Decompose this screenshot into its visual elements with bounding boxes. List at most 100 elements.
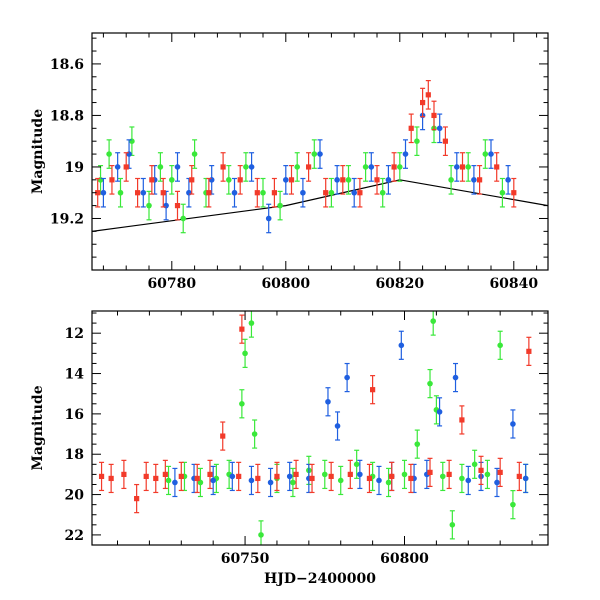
top-series-0-point — [311, 139, 318, 169]
top-y-tick-label: 18.6 — [50, 57, 84, 73]
bottom-series-2-point — [236, 461, 242, 492]
top-series-0-point — [465, 152, 472, 182]
top-series-1-point — [248, 152, 255, 182]
top-series-2-point — [220, 152, 226, 182]
bottom-series-2-point — [255, 463, 261, 494]
bottom-series-2-point — [427, 457, 433, 488]
top-series-2-point — [323, 177, 329, 208]
top-y-tick-label: 19.2 — [50, 211, 84, 227]
top-series-1-point — [471, 165, 477, 195]
bottom-series-1-point — [248, 465, 255, 496]
bottom-series-0-point — [258, 520, 264, 545]
bottom-series-2-point — [516, 461, 522, 492]
top-series-2-point — [431, 100, 437, 131]
top-series-2-point — [160, 177, 166, 208]
top-series-0 — [97, 113, 506, 234]
top-series-2-point — [95, 177, 101, 208]
bottom-series-1-point — [334, 411, 341, 441]
bottom-series-0-point — [321, 459, 328, 490]
bottom-series-1-point — [325, 387, 331, 417]
top-series-2-point — [123, 152, 129, 182]
top-series-0-point — [448, 165, 454, 195]
top-series-0-point — [106, 139, 112, 169]
bottom-series-0-point — [414, 429, 421, 459]
top-series-0-point — [362, 152, 369, 182]
top-series-1-point — [334, 165, 340, 195]
bottom-series-0-point — [427, 368, 433, 399]
bottom-series-1-point — [424, 459, 430, 490]
bottom-series-0-point — [239, 389, 245, 419]
top-series-2-point — [408, 113, 414, 144]
top-series-2-point — [391, 152, 397, 182]
top-series-2 — [95, 80, 517, 221]
bottom-series-2-point — [370, 375, 376, 405]
top-series-0-point — [191, 139, 198, 169]
bottom-series-2-point — [162, 459, 168, 490]
top-series-2-point — [135, 177, 141, 208]
bottom-series-0-point — [439, 461, 446, 492]
bottom-series-2-point — [478, 455, 484, 486]
top-series-2-point — [306, 152, 312, 182]
top-series-2-point — [189, 165, 195, 195]
top-series-1 — [100, 100, 511, 234]
top-series-1-point — [402, 139, 409, 169]
bottom-series-0-point — [385, 467, 392, 498]
bottom-series-1-point — [267, 467, 274, 498]
bottom-series-1-point — [436, 397, 443, 427]
top-series-0-point — [146, 190, 152, 221]
bottom-series-2-point — [220, 421, 226, 451]
top-series-0-point — [226, 165, 232, 195]
bottom-series-1-point — [172, 467, 178, 498]
bottom-series-2-point — [328, 461, 334, 492]
top-series-2-point — [254, 177, 260, 208]
bottom-series-2-point — [293, 459, 299, 490]
bottom-series-0-point — [471, 449, 478, 479]
top-series-0-point — [117, 177, 124, 208]
bottom-panel-full-light-curve: 60750 60800 12 14 16 18 20 22 Magnitude HJD−24000… — [30, 310, 549, 587]
top-series-1-point — [163, 190, 169, 221]
bottom-series-1-point — [344, 362, 350, 393]
top-series-1-point — [265, 203, 272, 234]
bottom-series-2-point — [347, 459, 353, 490]
top-series-0-point — [345, 165, 352, 195]
top-series-2-point — [425, 80, 431, 110]
top-series-1-point — [317, 139, 323, 169]
top-series-0-point — [157, 152, 164, 182]
bottom-series-0-point — [459, 463, 465, 494]
bottom-series-1-point — [522, 463, 529, 494]
top-series-2-point — [174, 190, 181, 221]
top-series-2-point — [459, 152, 466, 182]
top-series-0-point — [328, 177, 335, 208]
top-series-1-point — [488, 139, 494, 169]
top-series-1-point — [454, 152, 460, 182]
top-series-0-point — [499, 177, 506, 208]
top-series-2-point — [420, 87, 426, 118]
top-series-2-point — [511, 177, 517, 208]
top-series-0-point — [169, 165, 175, 195]
top-series-0-point — [243, 152, 249, 182]
top-series-0-point — [260, 177, 266, 208]
bottom-series-0-point — [449, 510, 456, 540]
top-y-tick-label: 18.8 — [50, 108, 84, 124]
bottom-series-1-point — [210, 465, 216, 496]
top-series-2-point — [206, 177, 212, 208]
bottom-series-2-point — [459, 405, 465, 435]
bottom-series-0-point — [248, 311, 255, 338]
bottom-series-1-point — [452, 362, 459, 393]
top-plot-frame — [91, 32, 549, 271]
bottom-y-tick-label: 22 — [65, 528, 84, 544]
top-series-1-point — [126, 139, 132, 169]
bottom-series-2 — [98, 314, 532, 514]
bottom-y-tick-label: 20 — [65, 488, 85, 504]
bottom-series-2-point — [108, 463, 114, 494]
top-series-1-point — [208, 165, 215, 195]
top-x-tick-label: 60820 — [375, 276, 424, 292]
bottom-series-0-point — [430, 311, 437, 336]
top-series-2-point — [109, 165, 115, 195]
bottom-series-1-point — [398, 330, 405, 360]
top-series-0-point — [414, 126, 420, 157]
top-y-axis-label: Magnitude — [30, 109, 46, 194]
top-series-2-point — [288, 165, 295, 195]
bottom-series-0-point — [337, 465, 344, 496]
top-series-0-point — [277, 190, 283, 221]
